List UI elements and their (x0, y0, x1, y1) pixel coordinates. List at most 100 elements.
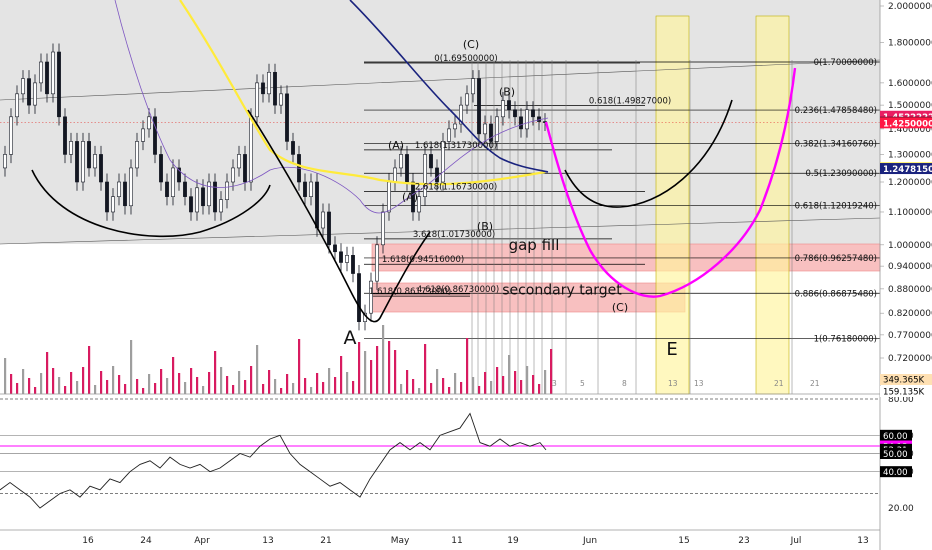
candle-body (495, 116, 499, 142)
candle-body (141, 128, 145, 142)
volume-bar (22, 369, 25, 394)
volume-bar (232, 385, 235, 394)
volume-bar (148, 374, 151, 394)
candle-body (219, 199, 223, 213)
candle-body (111, 196, 115, 213)
rsi-badge (880, 429, 912, 441)
price-tick-label: 1.30000000 (888, 150, 932, 160)
volume-bar (424, 344, 427, 394)
fib-time-lines: 3 5 8 13 21 13 21 (471, 60, 820, 394)
candle-body (189, 196, 193, 213)
price-tick-label: 1.60000000 (888, 79, 932, 89)
candle-body (105, 181, 109, 213)
time-tick-label: Jul (790, 536, 802, 546)
price-tick-label: 2.00000000 (888, 2, 932, 12)
volume-bar (472, 377, 475, 394)
volume-bar (526, 366, 529, 394)
time-count-label: 3 (552, 379, 557, 388)
candle-body (9, 116, 13, 155)
candle-body (453, 123, 457, 130)
candle-body (213, 181, 217, 213)
rsi-line (0, 412, 547, 509)
volume-bar (400, 384, 403, 394)
candle-body (81, 141, 85, 183)
volume-bar (406, 370, 409, 394)
volume-bar (130, 340, 133, 394)
ma-purple-line (114, 0, 549, 214)
candle-body (171, 167, 175, 197)
candle-body (423, 154, 427, 197)
candle-body (75, 141, 79, 183)
volume-bar (418, 388, 421, 394)
time-count-label: 21 (810, 379, 820, 388)
volume-bar (250, 366, 253, 394)
volume-bar (262, 384, 265, 394)
volume-badge-label: 159.135K (883, 388, 925, 398)
volume-bar (352, 381, 355, 394)
candle-body (57, 51, 61, 118)
candle-body (309, 181, 313, 197)
price-tick-label: 0.72000000 (888, 354, 932, 364)
candle-body (315, 181, 319, 229)
volume-bar (208, 372, 211, 394)
volume-bar (508, 355, 511, 394)
rsi-badge (880, 448, 912, 459)
candle-body (249, 116, 253, 183)
candle-body (279, 93, 283, 106)
price-tick-label: 1.50000000 (888, 101, 932, 111)
time-axis: 16 24 Apr 13 21 May 11 19 Jun 15 23 Jul 13 (82, 536, 868, 546)
fib-level-label: 0.5(1.23090000) (805, 169, 877, 179)
projection-line (544, 67, 797, 298)
candle-body (525, 109, 529, 130)
candle-body (255, 82, 259, 118)
annotation-label: gap fill (509, 236, 560, 254)
volume-bar (532, 375, 535, 394)
candle-body (327, 211, 331, 246)
time-tick-label: 13 (857, 536, 868, 546)
price-badge (880, 117, 932, 129)
rsi-badge (880, 466, 912, 478)
candle-body (267, 71, 271, 95)
volume-bar (460, 382, 463, 394)
volume-bar (412, 379, 415, 394)
volume-bar (166, 378, 169, 394)
candle-body (195, 187, 199, 213)
candle-body (507, 100, 511, 111)
inner-fib-label: 1.618(0.94516000) (382, 255, 464, 265)
candle-body (471, 78, 475, 95)
volume-bar (466, 338, 469, 394)
candle-body (321, 211, 325, 229)
fib-lines (0, 59, 881, 339)
time-count-label: 13 (694, 379, 704, 388)
volume-bar (154, 383, 157, 394)
volume-bar (184, 382, 187, 394)
time-tick-label: 15 (678, 536, 689, 546)
volume-bar (202, 386, 205, 394)
volume-bar (82, 367, 85, 394)
cup-right (564, 99, 733, 208)
candle-body (381, 211, 385, 246)
volume-bar (10, 374, 13, 394)
price-badge-label: 1.24781500 (883, 165, 932, 175)
price-badge (880, 163, 932, 175)
annotations: gap fill secondary target (C) (C) (B) (A) (B) (… (344, 38, 678, 360)
candle-body (123, 181, 127, 207)
volume-bar (142, 388, 145, 394)
candle-body (261, 82, 265, 95)
price-tick-label: 0.82000000 (888, 309, 932, 319)
volume-bar (328, 368, 331, 394)
fib-level-label: 0.382(1.34160760) (795, 140, 877, 150)
volume-bar (94, 385, 97, 394)
annotation-label: (C) (463, 38, 479, 51)
volume-bar (40, 373, 43, 394)
volume-bar (340, 356, 343, 394)
time-tick-label: May (391, 536, 410, 546)
trend-line-lower (0, 217, 881, 245)
volume-bar (544, 370, 547, 394)
volume-bar (46, 352, 49, 394)
volume-bar (214, 351, 217, 394)
price-tick-label: 1.00000000 (888, 241, 932, 251)
candle-body (501, 100, 505, 118)
candle-body (3, 154, 7, 169)
